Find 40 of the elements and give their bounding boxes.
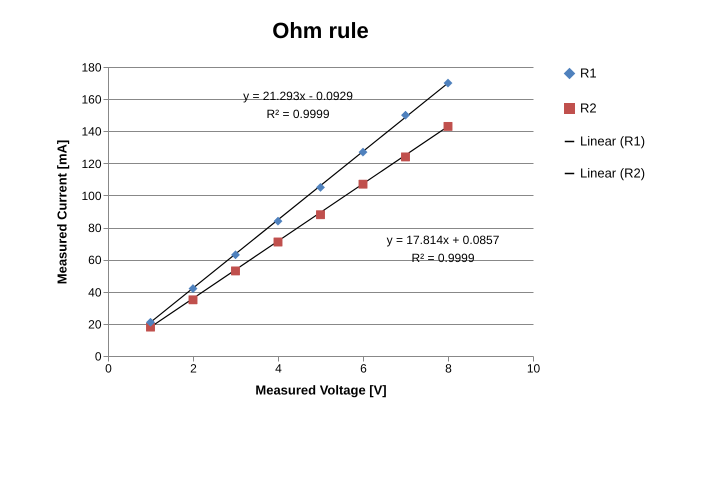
point: [274, 216, 282, 226]
legend-label: R2: [580, 100, 597, 116]
point: [188, 295, 198, 304]
y-axis-title: Measured Current [mA]: [54, 140, 70, 284]
y-tick-label: 40: [88, 285, 102, 300]
y-tick-label: 80: [88, 221, 102, 236]
legend-label: R1: [580, 66, 597, 80]
point: [358, 148, 368, 157]
y-tick-label: 100: [81, 188, 102, 203]
y-tick-label: 140: [81, 124, 102, 139]
point: [231, 266, 240, 276]
y-tick-label: 180: [81, 60, 102, 74]
point: [146, 318, 155, 327]
legend-label: Linear (R2): [580, 166, 646, 180]
point: [231, 250, 240, 260]
x-tick-label: 10: [526, 362, 540, 376]
x-tick-label: 4: [275, 362, 282, 376]
y-tick-label: 120: [81, 156, 102, 171]
y-tick-label: 20: [88, 317, 102, 332]
point: [401, 110, 410, 120]
point: [188, 284, 198, 293]
point: [444, 78, 452, 88]
y-tick-label: 160: [81, 92, 102, 107]
annotation: y = 17.814x + 0.0857 R² = 0.9999: [386, 233, 500, 265]
annotation: y = 21.293x - 0.0929 R² = 0.9999: [243, 89, 354, 121]
point: [401, 152, 410, 162]
y-tick-label: 0: [94, 350, 102, 364]
x-tick-label: 2: [190, 362, 198, 376]
legend-label: Linear (R1): [580, 134, 646, 148]
point: [316, 182, 325, 192]
x-tick-label: 8: [445, 362, 452, 376]
chart-title: Ohm rule: [272, 18, 369, 43]
point: [316, 210, 325, 220]
x-axis-title: Measured Voltage [V]: [255, 382, 387, 398]
point: [444, 122, 452, 131]
x-tick-label: 6: [360, 362, 368, 376]
point: [358, 180, 368, 189]
y-tick-label: 60: [88, 253, 102, 268]
point: [274, 238, 282, 246]
x-tick-label: 0: [105, 362, 112, 376]
